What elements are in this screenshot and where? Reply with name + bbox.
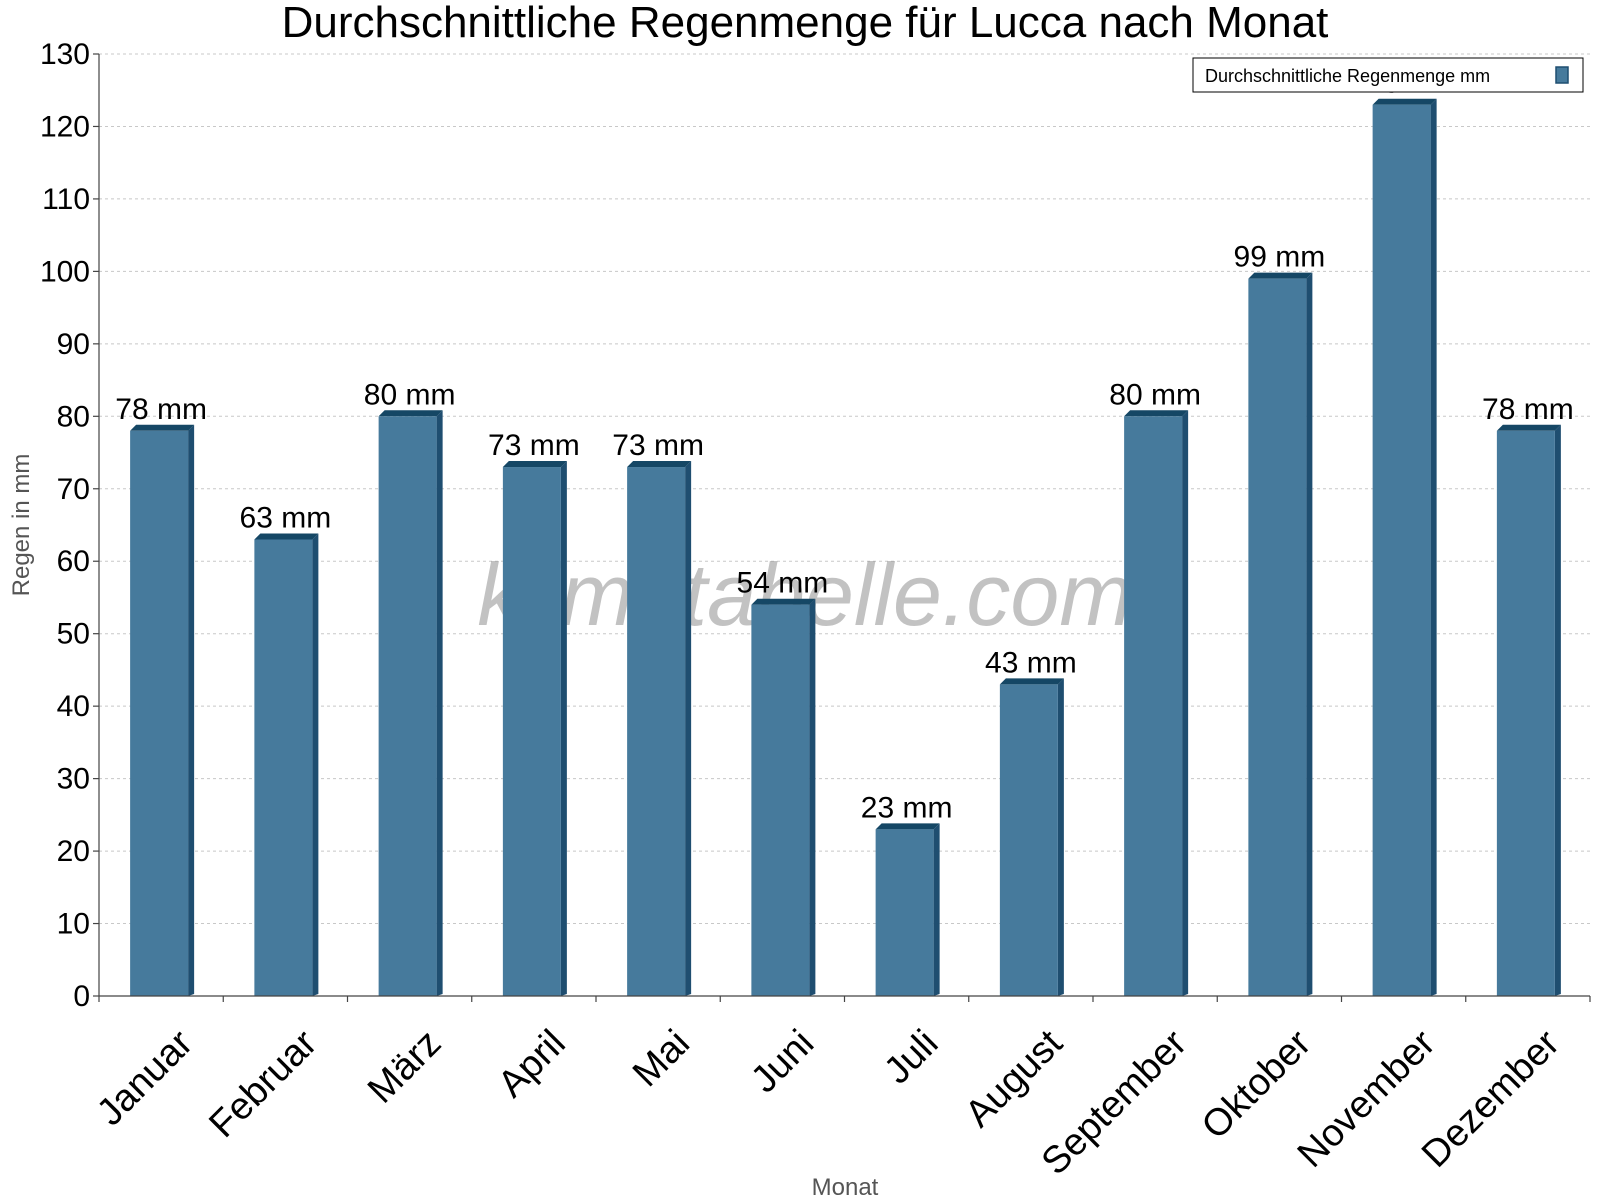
y-tick-label: 130 — [40, 38, 90, 71]
x-tick-label: Juni — [743, 1022, 822, 1101]
x-tick-label: Februar — [201, 1022, 325, 1146]
y-axis-label: Regen in mm — [8, 454, 35, 597]
legend: Durchschnittliche Regenmenge mm — [1192, 57, 1584, 93]
bar — [1248, 272, 1313, 997]
x-tick-label: Mai — [625, 1022, 698, 1095]
bar-top — [751, 598, 816, 605]
bar-top — [254, 533, 319, 540]
bar-face — [378, 416, 437, 996]
bar-side — [1182, 410, 1189, 996]
data-label: 73 mm — [488, 429, 580, 462]
x-tick-label: Juli — [876, 1022, 946, 1092]
bar-top — [378, 410, 443, 417]
chart-title: Durchschnittliche Regenmenge für Lucca n… — [282, 0, 1329, 47]
legend-swatch — [1555, 66, 1569, 84]
bar-side — [560, 461, 567, 996]
bar-face — [875, 829, 934, 996]
bars — [130, 98, 1561, 997]
data-label: 78 mm — [1482, 393, 1574, 426]
y-tick-label: 60 — [57, 545, 90, 578]
data-label: 80 mm — [1109, 378, 1201, 411]
bar-face — [130, 430, 189, 996]
y-tick-label: 50 — [57, 618, 90, 651]
bar-face — [999, 684, 1058, 996]
bar — [1124, 410, 1189, 996]
bar-top — [1124, 410, 1189, 417]
bar — [1496, 424, 1561, 996]
bar-top — [1372, 98, 1437, 105]
x-tick-label: Dezember — [1414, 1022, 1568, 1176]
bar-side — [436, 410, 443, 996]
bar — [130, 424, 195, 996]
bar-side — [188, 424, 195, 996]
bar — [875, 823, 940, 996]
x-axis-label: Monat — [812, 1174, 879, 1200]
data-label: 54 mm — [737, 567, 829, 600]
bar-top — [999, 678, 1064, 685]
y-tick-label: 90 — [57, 328, 90, 361]
y-tick-label: 100 — [40, 255, 90, 288]
bar — [502, 461, 567, 996]
bar-side — [685, 461, 692, 996]
bar-side — [1554, 424, 1561, 996]
bar-face — [751, 604, 810, 996]
y-tick-label: 110 — [42, 183, 90, 216]
data-label: 78 mm — [115, 393, 207, 426]
bar-side — [312, 533, 319, 996]
bar-side — [1306, 272, 1313, 997]
data-label: 73 mm — [612, 429, 704, 462]
y-tick-label: 120 — [40, 110, 90, 143]
x-tick-label: Januar — [89, 1022, 201, 1134]
data-label: 99 mm — [1234, 241, 1326, 274]
data-labels: 78 mm 63 mm 80 mm 73 mm 73 mm 54 mm 23 mm 43 mm… — [115, 67, 1573, 825]
x-tick-label: April — [490, 1022, 573, 1105]
y-tick-labels: 0 10 20 30 40 50 60 70 80 90 100 110 120 130 — [40, 38, 90, 1013]
bar-top — [1496, 424, 1561, 431]
data-label: 43 mm — [985, 646, 1077, 679]
x-tick-label: August — [957, 1022, 1071, 1136]
y-tick-label: 70 — [57, 473, 90, 506]
data-label: 63 mm — [240, 501, 332, 534]
y-tick-label: 80 — [57, 400, 90, 433]
bar-top — [502, 461, 567, 468]
grid-lines — [99, 53, 1590, 925]
y-tick-label: 10 — [57, 908, 90, 941]
bar-side — [809, 598, 816, 996]
bar-face — [254, 539, 313, 996]
bar-side — [1057, 678, 1064, 996]
bar — [254, 533, 319, 996]
bar-face — [627, 467, 686, 996]
bar-face — [1124, 416, 1183, 996]
legend-label: Durchschnittliche Regenmenge mm — [1205, 66, 1490, 86]
y-tick-label: 40 — [57, 690, 90, 723]
bar-face — [1248, 278, 1307, 997]
x-tick-label: März — [360, 1022, 449, 1111]
data-label: 23 mm — [861, 791, 953, 824]
y-tick-label: 20 — [57, 835, 90, 868]
bar-side — [1430, 98, 1437, 996]
bar — [378, 410, 443, 996]
legend-box — [1192, 57, 1584, 93]
x-tick-labels: Januar Februar März April Mai Juni Juli AugustS… — [89, 1022, 1568, 1183]
bar-face — [1496, 430, 1555, 996]
x-tick-label: Oktober — [1194, 1022, 1320, 1148]
bar-top — [130, 424, 195, 431]
data-label: 80 mm — [364, 378, 456, 411]
bar — [627, 461, 692, 996]
y-tick-label: 0 — [73, 980, 90, 1013]
bar — [999, 678, 1064, 996]
bar-side — [933, 823, 940, 996]
bar-face — [502, 467, 561, 996]
y-tick-label: 30 — [57, 763, 90, 796]
axes — [93, 53, 1591, 1002]
bar-face — [1372, 104, 1431, 996]
bar-top — [875, 823, 940, 830]
bar — [751, 598, 816, 996]
bar-top — [627, 461, 692, 468]
bar-top — [1248, 272, 1313, 279]
bar — [1372, 98, 1437, 996]
